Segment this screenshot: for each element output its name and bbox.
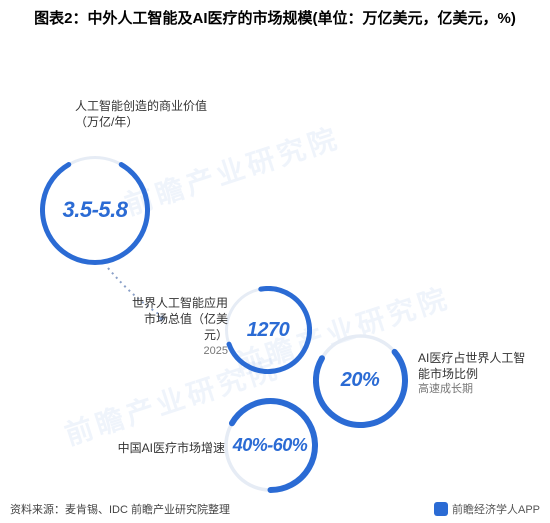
metric-label-text: AI医疗占世界人工智能市场比例 [418,350,528,382]
metric-label-text: 世界人工智能应用市场总值（亿美元） [128,295,228,344]
metric-ring-r1: 3.5-5.8 [40,155,150,265]
chart-canvas: 前瞻产业研究院 前瞻产业研究院 前瞻产业研究院 3.5-5.8人工智能创造的商业… [0,0,550,523]
footer-app-name: 前瞻经济学人APP [452,501,540,517]
metric-label: AI医疗占世界人工智能市场比例高速成长期 [418,350,528,397]
brand-logo-icon [434,502,448,516]
metric-value: 20% [313,333,408,428]
metric-sublabel: 高速成长期 [418,382,528,397]
metric-label: 人工智能创造的商业价值（万亿/年） [75,98,225,130]
metric-value: 1270 [224,286,312,374]
footer-source: 资料来源：麦肯锡、IDC 前瞻产业研究院整理 [10,501,230,517]
metric-ring-r2: 1270 [224,286,312,374]
metric-label-text: 中国AI医疗市场增速 [95,440,225,456]
metric-value: 3.5-5.8 [40,155,150,265]
metric-label: 世界人工智能应用市场总值（亿美元）2025 [128,295,228,358]
footer-brand: 前瞻经济学人APP [434,501,540,517]
metric-sublabel: 2025 [128,344,228,359]
metric-label-text: 人工智能创造的商业价值（万亿/年） [75,98,225,130]
metric-ring-r3: 20% [313,333,408,428]
metric-value: 40%-60% [223,398,318,493]
chart-footer: 资料来源：麦肯锡、IDC 前瞻产业研究院整理 前瞻经济学人APP [0,501,550,517]
metric-ring-r4: 40%-60% [223,398,318,493]
metric-label: 中国AI医疗市场增速 [95,440,225,456]
